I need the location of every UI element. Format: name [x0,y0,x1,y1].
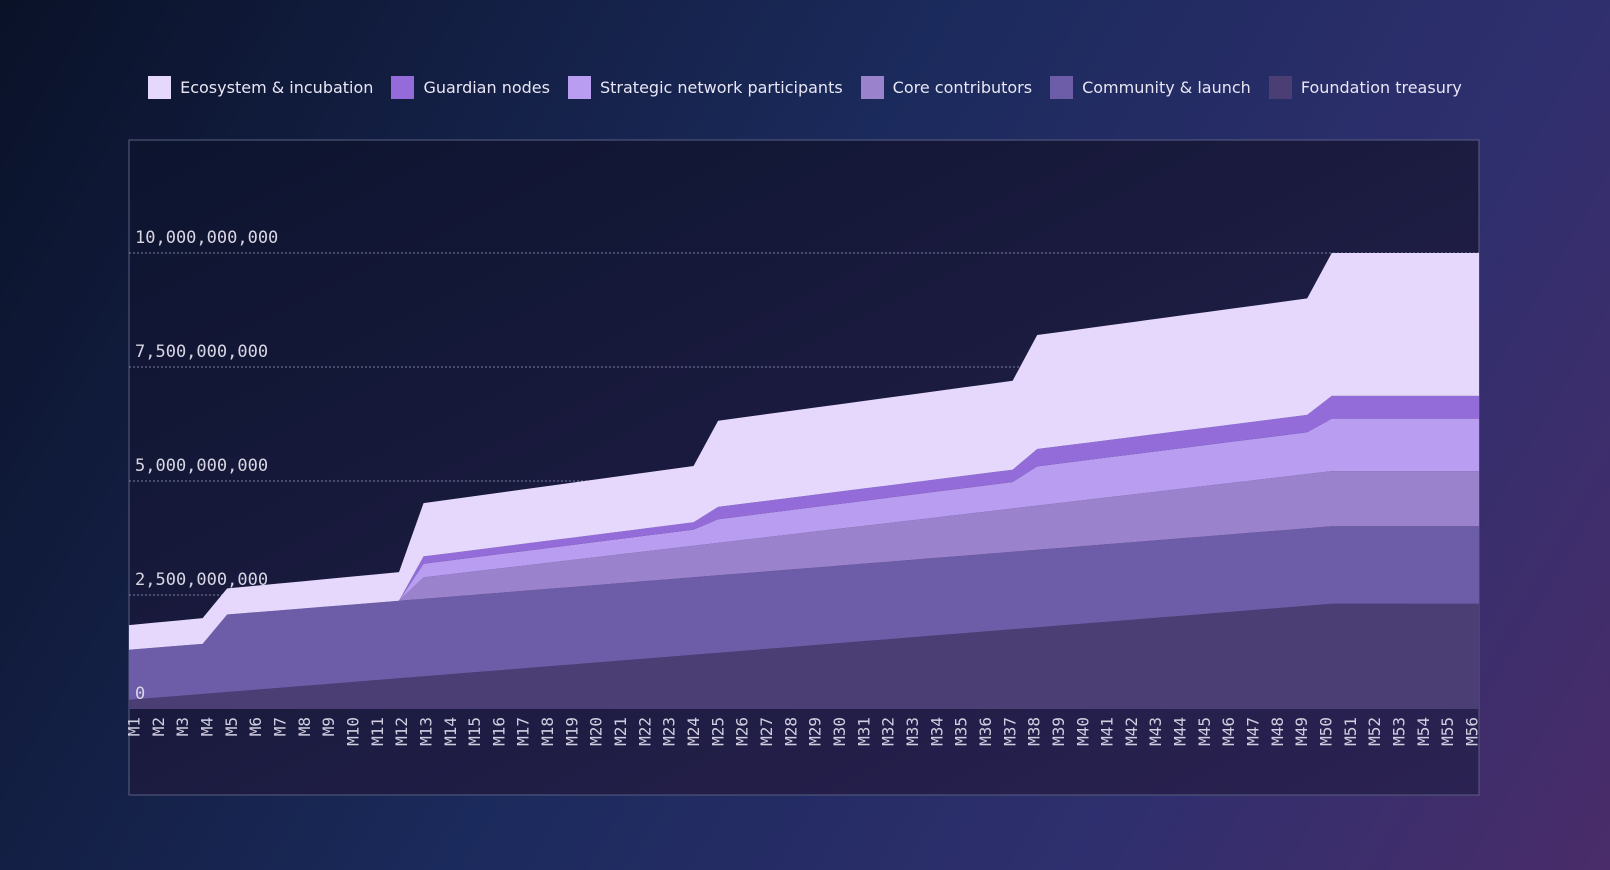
x-tick-label: M5 [222,717,241,736]
legend-label: Core contributors [892,78,1033,97]
legend: Ecosystem & incubation Guardian nodes Stra… [0,76,1610,99]
area [129,603,1479,709]
x-tick-label: M56 [1463,717,1482,746]
x-tick-label: M47 [1244,717,1263,746]
legend-label: Foundation treasury [1300,78,1462,97]
x-tick-label: M6 [246,717,265,736]
x-tick-label: M8 [295,717,314,736]
x-tick-label: M11 [368,717,387,746]
area [129,418,1479,650]
x-tick-label: M30 [830,717,849,746]
x-tick-label: M21 [611,717,630,746]
x-tick-label: M44 [1171,717,1190,746]
x-tick-label: M52 [1365,717,1384,746]
x-tick-label: M7 [270,717,289,736]
x-tick-label: M19 [562,717,581,746]
x-tick-label: M31 [854,717,873,746]
x-tick-label: M14 [441,717,460,746]
x-tick-label: M16 [489,717,508,746]
x-tick-label: M45 [1195,717,1214,746]
x-tick-label: M35 [952,717,971,746]
x-tick-label: M22 [635,717,654,746]
x-tick-label: M54 [1414,717,1433,746]
x-tick-label: M33 [903,717,922,746]
x-tick-label: M17 [514,717,533,746]
y-tick-label: 10,000,000,000 [135,228,278,248]
x-tick-label: M38 [1025,717,1044,746]
x-tick-label: M37 [1000,717,1019,746]
x-tick-label: M23 [660,717,679,746]
x-tick-label: M24 [684,717,703,746]
x-tick-label: M50 [1317,717,1336,746]
legend-item: Strategic network participants [567,76,843,99]
x-tick-label: M46 [1219,717,1238,746]
x-tick-label: M18 [538,717,557,746]
x-tick-label: M41 [1098,717,1117,746]
legend-item: Ecosystem & incubation [148,76,373,99]
y-tick-label: 5,000,000,000 [135,456,268,476]
x-tick-label: M53 [1390,717,1409,746]
legend-swatch [1268,76,1292,99]
area [129,471,1479,650]
x-tick-label: M13 [416,717,435,746]
y-tick-label: 0 [135,684,145,704]
y-tick-label: 7,500,000,000 [135,342,268,362]
legend-swatch [148,76,172,99]
x-tick-label: M26 [733,717,752,746]
x-tick-label: M27 [757,717,776,746]
x-tick-label: M9 [319,717,338,736]
x-tick-label: M39 [1049,717,1068,746]
area [129,526,1479,700]
legend-label: Ecosystem & incubation [180,78,374,97]
area [129,253,1479,650]
x-tick-label: M15 [465,717,484,746]
x-tick-label: M20 [587,717,606,746]
legend-label: Guardian nodes [423,78,550,97]
x-tick-label: M12 [392,717,411,746]
legend-swatch [567,76,591,99]
x-tick-label: M49 [1292,717,1311,746]
legend-swatch [860,76,884,99]
x-tick-label: M2 [149,717,168,736]
legend-item: Core contributors [860,76,1033,99]
x-tick-label: M42 [1122,717,1141,746]
x-tick-label: M34 [927,717,946,746]
x-tick-label: M32 [879,717,898,746]
legend-swatch [1050,76,1074,99]
legend-label: Strategic network participants [599,78,843,97]
legend-label: Community & launch [1082,78,1251,97]
x-tick-label: M40 [1073,717,1092,746]
legend-item: Guardian nodes [391,76,550,99]
x-tick-label: M1 [125,717,144,736]
x-tick-label: M4 [197,717,216,736]
x-tick-label: M48 [1268,717,1287,746]
x-tick-label: M29 [806,717,825,746]
legend-swatch [391,76,415,99]
x-tick-label: M10 [343,717,362,746]
legend-item: Community & launch [1050,76,1251,99]
legend-item: Foundation treasury [1268,76,1462,99]
y-tick-label: 2,500,000,000 [135,570,268,590]
x-tick-label: M43 [1146,717,1165,746]
x-tick-label: M25 [708,717,727,746]
x-tick-label: M51 [1341,717,1360,746]
x-tick-label: M55 [1438,717,1457,746]
x-tick-label: M3 [173,717,192,736]
x-tick-label: M36 [976,717,995,746]
x-tick-label: M28 [781,717,800,746]
